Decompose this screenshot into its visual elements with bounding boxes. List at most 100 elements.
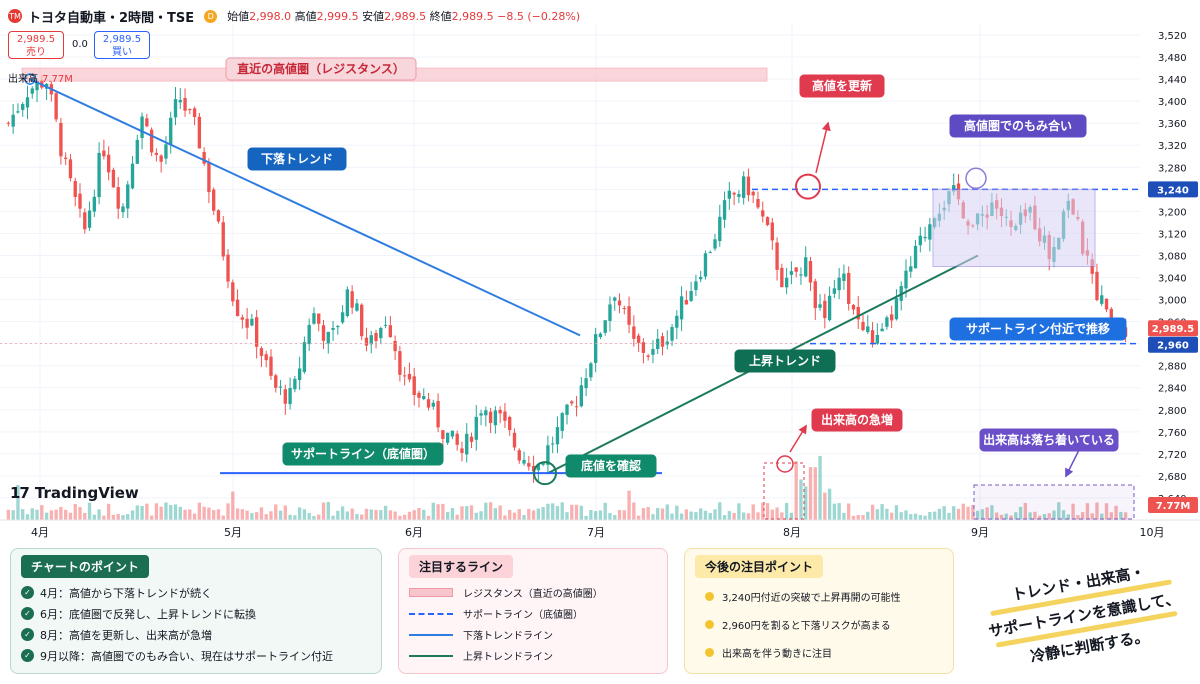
candle-body	[517, 450, 521, 461]
candle-body	[632, 326, 636, 339]
symbol-title[interactable]: トヨタ自動車・2時間・TSE	[28, 10, 195, 26]
candle-body	[570, 401, 574, 404]
price-tick-label: 2,760	[1158, 428, 1187, 439]
sell-price: 2,989.5	[16, 34, 56, 45]
volume-bar	[536, 508, 541, 520]
volume-bar	[555, 506, 560, 520]
buy-button[interactable]: 2,989.5 買い	[94, 31, 150, 59]
volume-bar	[627, 490, 631, 520]
volume-bar	[503, 515, 507, 520]
volume-bar	[431, 502, 435, 520]
downtrend-callout-text: 下落トレンド	[261, 151, 333, 166]
candle-body	[679, 296, 684, 320]
volume-bar	[756, 512, 760, 520]
candle-body	[278, 386, 283, 388]
volume-bar	[918, 515, 922, 520]
low-label: 安値	[362, 10, 385, 23]
candle-body	[135, 139, 139, 164]
point-text: 8月：高値を更新し、出来高が急増	[40, 628, 212, 642]
volume-bar	[608, 512, 612, 520]
volume-bar	[226, 503, 230, 520]
candle-body	[866, 326, 870, 333]
volume-bar	[259, 507, 264, 520]
volume-bar	[722, 515, 727, 520]
volume-bar	[765, 503, 770, 520]
volume-bar	[73, 503, 77, 520]
price-tick-label: 3,400	[1158, 97, 1187, 108]
candle-body	[274, 375, 278, 388]
sell-button[interactable]: 2,989.5 売り	[8, 31, 64, 59]
volume-bar	[827, 488, 832, 520]
volume-surge-circle	[776, 455, 794, 473]
candle-body	[918, 235, 922, 246]
candle-body	[689, 290, 693, 301]
volume-bar	[369, 509, 373, 520]
price-tick-label: 3,200	[1158, 207, 1187, 218]
range-box	[932, 188, 1096, 267]
volume-bar	[1052, 510, 1056, 520]
volume-bar	[78, 507, 82, 520]
support-low-callout-bg	[282, 442, 444, 466]
volume-bar	[641, 508, 646, 520]
bullet-icon	[705, 647, 714, 657]
volume-bar	[297, 507, 302, 520]
volume-bar	[546, 503, 550, 520]
volume-bar	[971, 504, 975, 520]
volume-bar	[813, 467, 817, 520]
volume-bar	[25, 514, 30, 520]
candle-body	[97, 152, 101, 198]
volume-bar	[106, 503, 111, 520]
candle-body	[393, 340, 397, 352]
candle-body	[746, 176, 751, 196]
list-item: ✓ 8月：高値を更新し、出来高が急増	[21, 624, 371, 645]
volume-bar	[990, 505, 994, 520]
volume-bar	[1090, 513, 1094, 520]
candle-body	[823, 300, 827, 319]
volume-bar	[732, 512, 736, 520]
volume-bar	[159, 506, 163, 520]
candle-body	[121, 206, 125, 213]
volume-calm-callout: 出来高は落ち着いている	[979, 428, 1119, 452]
new-high-callout-text: 高値を更新	[812, 78, 872, 93]
volume-bar	[402, 514, 407, 520]
candle-body	[593, 334, 598, 363]
volume-bar	[1114, 505, 1118, 520]
volume-bar	[861, 515, 865, 520]
candle-body	[360, 304, 364, 337]
candle-body	[326, 331, 330, 344]
time-tick-label: 10月	[1140, 526, 1165, 539]
volume-surge-box	[763, 462, 805, 520]
volume-bar	[651, 514, 655, 520]
volume-bar	[574, 504, 579, 520]
volume-bar	[842, 512, 846, 520]
volume-bar	[135, 505, 139, 520]
candle-body	[293, 378, 297, 390]
high-label: 高値	[294, 10, 317, 23]
candle-body	[851, 304, 856, 310]
candle-body	[331, 327, 335, 330]
candle-body	[269, 356, 273, 376]
uptrend-callout-text: 上昇トレンド	[749, 353, 821, 368]
key-lines-title: 注目するライン	[409, 555, 514, 578]
chart-points-title: チャートのポイント	[21, 555, 149, 578]
candle-body	[288, 388, 292, 405]
candle-body	[398, 351, 402, 375]
candle-body	[169, 117, 173, 146]
candle-body	[1104, 298, 1109, 310]
volume-bar	[737, 503, 741, 520]
candle-body	[694, 281, 698, 291]
volume-bar	[660, 508, 665, 520]
change-value: −8.5 (−0.28%)	[497, 10, 581, 23]
volume-bar	[832, 503, 837, 520]
volume-bar	[469, 505, 474, 520]
candle-body	[254, 317, 259, 347]
volume-bar	[593, 511, 598, 520]
volume-bar	[312, 515, 316, 520]
volume-bar	[1038, 515, 1042, 520]
volume-bar	[560, 502, 564, 520]
support-now-flag-bg	[1148, 336, 1198, 353]
bottom-callout-text: 底値を確認	[581, 458, 641, 473]
volume-bar	[488, 502, 493, 520]
check-icon: ✓	[21, 628, 34, 641]
